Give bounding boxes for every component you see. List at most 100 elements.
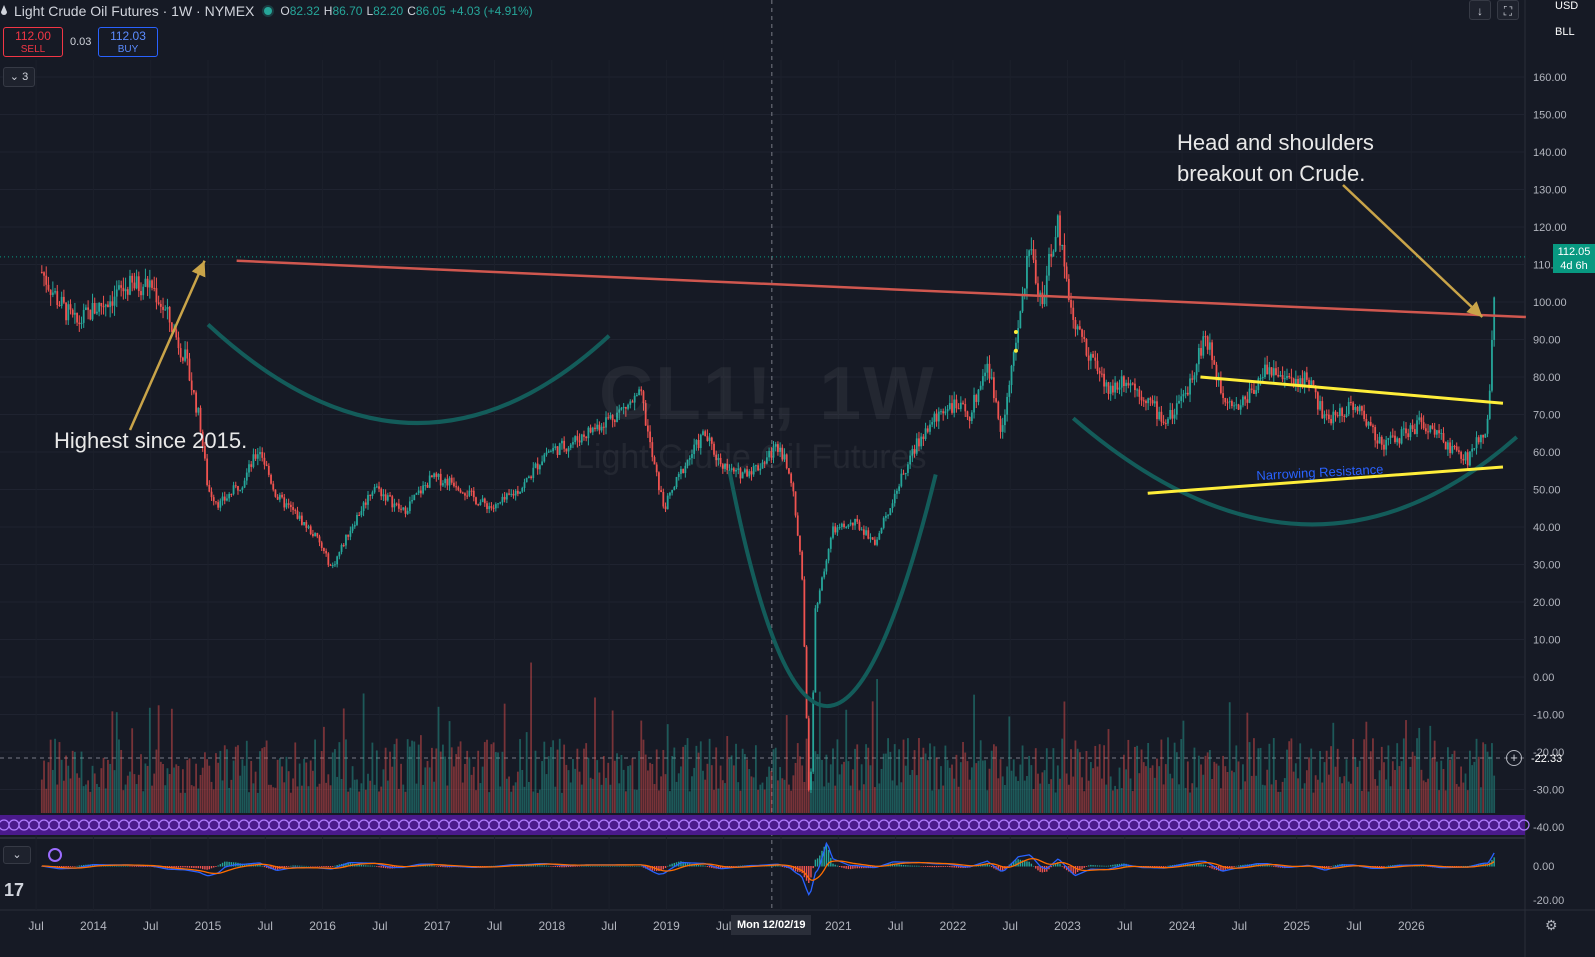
candle-body: [378, 486, 380, 489]
volume-bar: [530, 662, 532, 813]
candle-body: [576, 436, 579, 441]
candle-body: [1453, 446, 1456, 448]
macd-histogram-bar: [1052, 864, 1055, 867]
candle-body: [1442, 433, 1445, 442]
volume-bar: [547, 756, 550, 813]
volume-bar: [475, 790, 477, 813]
volume-bar: [419, 735, 422, 813]
price-tick-label: -40.00: [1533, 822, 1564, 834]
time-tick-label: 2019: [653, 919, 680, 933]
candle-body: [514, 490, 517, 496]
download-icon[interactable]: ↓: [1469, 0, 1491, 20]
volume-bar: [765, 776, 768, 813]
candle-body: [175, 329, 178, 338]
volume-bar: [360, 783, 363, 813]
macd-histogram-bar: [380, 866, 382, 868]
volume-bar: [305, 762, 308, 813]
macd-histogram-bar: [838, 866, 841, 867]
candle-body: [757, 465, 759, 471]
volume-bar: [990, 750, 993, 813]
candle-body: [783, 454, 786, 460]
candle-body: [856, 518, 859, 522]
candle-body: [1242, 396, 1244, 406]
volume-bar: [746, 759, 748, 813]
volume-bar: [1226, 772, 1229, 813]
candle-body: [1272, 368, 1275, 376]
macd-histogram-bar: [570, 866, 572, 867]
volume-bar: [1446, 747, 1449, 813]
candle-body: [461, 492, 464, 494]
candle-body: [1021, 294, 1024, 312]
price-tick-label: 40.00: [1533, 522, 1561, 534]
volume-bar: [743, 754, 746, 813]
candle-body: [404, 507, 407, 514]
candle-body: [232, 485, 235, 495]
volume-bar: [347, 791, 350, 813]
volume-bar: [415, 783, 418, 813]
candle-body: [931, 422, 934, 425]
candle-body: [569, 444, 572, 448]
price-tick-label: 150.00: [1533, 110, 1567, 122]
macd-histogram-bar: [673, 862, 676, 867]
volume-bar: [1202, 774, 1205, 813]
macd-histogram-bar: [825, 843, 828, 867]
volume-bar: [276, 759, 279, 813]
macd-histogram-bar: [349, 863, 352, 867]
macd-collapse-button[interactable]: ⌄: [3, 846, 31, 864]
volume-bar: [629, 765, 632, 813]
candle-body: [283, 497, 286, 508]
volume-bar: [78, 777, 81, 813]
volume-bar: [43, 760, 45, 813]
candle-body: [812, 692, 815, 772]
macd-histogram-bar: [274, 866, 277, 870]
candle-body: [331, 565, 334, 567]
sell-button[interactable]: 112.00 SELL: [3, 27, 63, 57]
volume-bar: [1288, 741, 1291, 813]
macd-histogram-bar: [693, 864, 695, 867]
volume-bar: [1158, 766, 1161, 813]
volume-bar: [576, 748, 579, 813]
fullscreen-icon[interactable]: ⛶: [1497, 0, 1519, 20]
candle-body: [1211, 342, 1213, 361]
candle-body: [827, 548, 830, 561]
currency-selector[interactable]: USD: [1555, 0, 1579, 12]
candle-body: [424, 485, 427, 487]
volume-bar: [312, 770, 314, 813]
macd-histogram-bar: [697, 865, 700, 867]
candle-body: [402, 507, 405, 510]
gear-icon[interactable]: ⚙: [1545, 917, 1558, 933]
macd-histogram-bar: [305, 865, 307, 867]
unit-selector[interactable]: BLL: [1555, 26, 1575, 38]
volume-bar: [719, 765, 722, 813]
time-tick-label: Jul: [258, 919, 273, 933]
volume-bar: [80, 751, 83, 813]
candle-body: [1056, 215, 1059, 237]
volume-bar: [508, 776, 510, 813]
volume-bar: [320, 751, 323, 813]
macd-histogram-bar: [1229, 866, 1231, 869]
symbol-title[interactable]: Light Crude Oil Futures · 1W · NYMEX: [14, 3, 255, 19]
volume-bar: [1037, 773, 1039, 813]
candle-body: [85, 307, 87, 310]
macd-histogram-bar: [1389, 865, 1392, 867]
buy-button[interactable]: 112.03 BUY: [98, 27, 158, 57]
volume-bar: [470, 774, 473, 813]
volume-bar: [278, 758, 281, 813]
macd-tick-label: 0.00: [1533, 861, 1554, 873]
volume-bar: [538, 789, 541, 813]
volume-bar: [770, 771, 773, 813]
volume-bar: [1189, 792, 1191, 813]
candle-body: [426, 485, 429, 488]
candle-body: [439, 473, 442, 486]
candle-body: [814, 608, 817, 693]
indicators-toggle-button[interactable]: ⌄ 3: [3, 67, 35, 87]
candle-body: [60, 296, 63, 306]
candle-body: [43, 272, 45, 276]
macd-histogram-bar: [1169, 865, 1171, 867]
candle-body: [1416, 420, 1418, 434]
macd-histogram-bar: [896, 864, 898, 867]
add-alert-icon[interactable]: +: [1506, 750, 1522, 766]
macd-histogram-bar: [900, 864, 903, 867]
volume-bar: [777, 780, 779, 813]
